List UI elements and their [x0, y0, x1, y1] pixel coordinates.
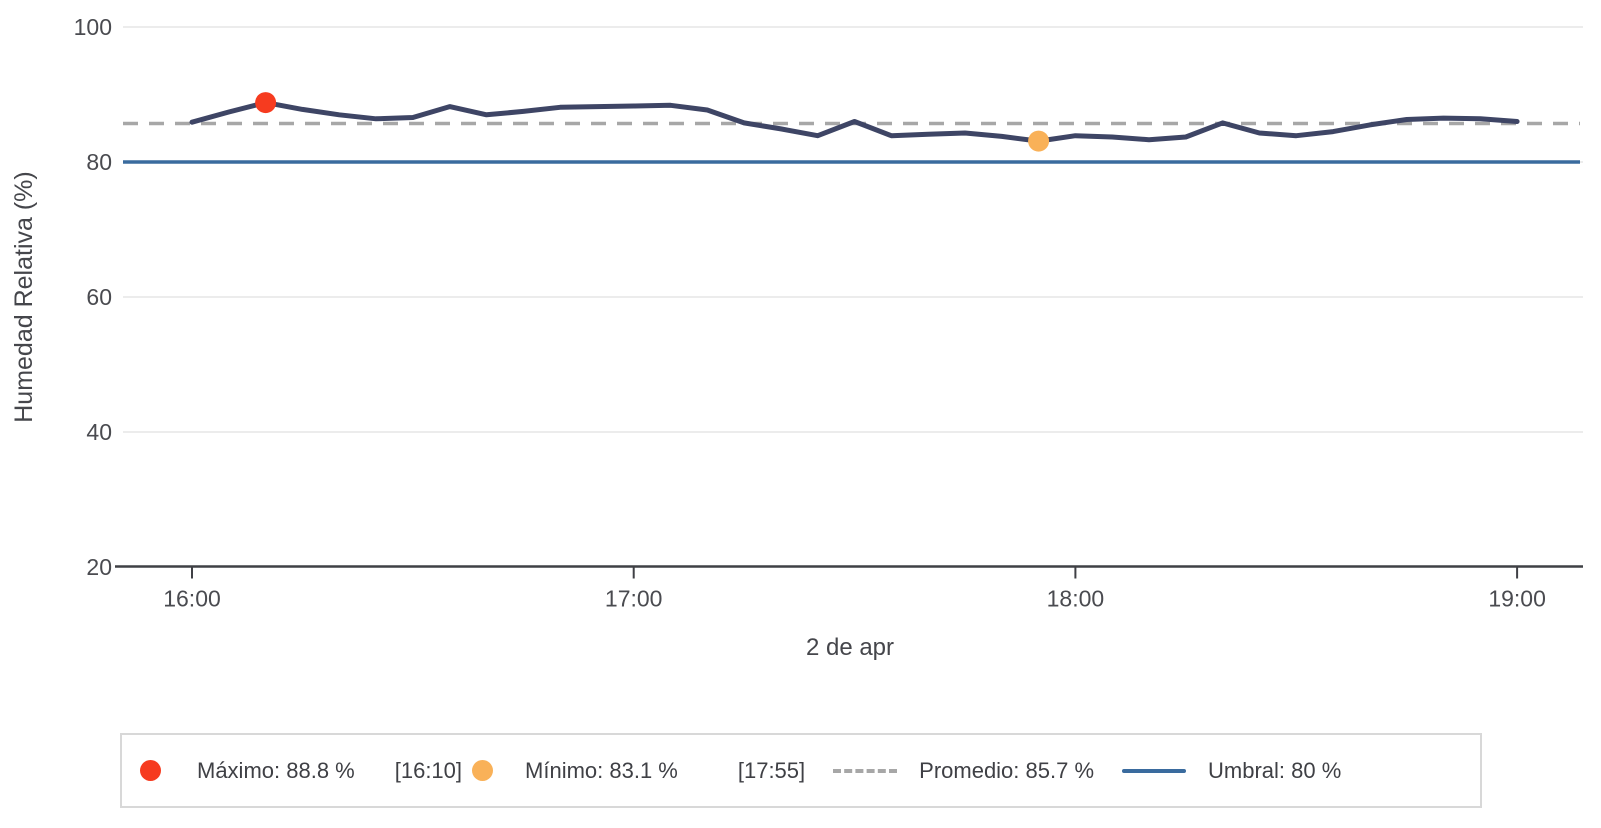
humidity-series-line	[189, 100, 1520, 144]
max-point-marker	[255, 92, 277, 114]
y-axis-title: Humedad Relativa (%)	[10, 171, 38, 423]
legend-average-label: Promedio: 85.7 %	[919, 757, 1095, 783]
y-tick-label: 20	[86, 554, 112, 580]
y-tick-label: 80	[86, 149, 112, 175]
x-tick-label: 18:00	[1047, 586, 1105, 612]
legend-min-label: Mínimo: 83.1 %	[525, 757, 678, 783]
y-tick-label: 60	[86, 284, 112, 310]
min-marker-swatch	[472, 760, 494, 781]
chart-legend: Máximo: 88.8 % [16:10] Mínimo: 83.1 % [1…	[120, 733, 1482, 808]
humidity-line-chart: 20 40 60 80 100 16:00 17:00 18:00 19:00 Humedad R…	[10, 14, 1583, 661]
x-tick-label: 17:00	[605, 586, 663, 612]
y-tick-label: 100	[74, 14, 112, 40]
legend-max-label: Máximo: 88.8 %	[197, 757, 355, 783]
legend-threshold-label: Umbral: 80 %	[1208, 757, 1342, 783]
min-point-marker	[1028, 130, 1050, 152]
x-tick-label: 16:00	[163, 586, 221, 612]
average-line-swatch	[833, 768, 898, 773]
legend-min-time: [17:55]	[737, 757, 806, 783]
y-tick-label: 40	[86, 419, 112, 445]
legend-max-time: [16:10]	[394, 757, 463, 783]
x-axis-title: 2 de apr	[806, 634, 894, 661]
x-tick-label: 19:00	[1488, 586, 1546, 612]
threshold-line-swatch	[1122, 768, 1187, 773]
max-marker-swatch	[140, 760, 161, 781]
